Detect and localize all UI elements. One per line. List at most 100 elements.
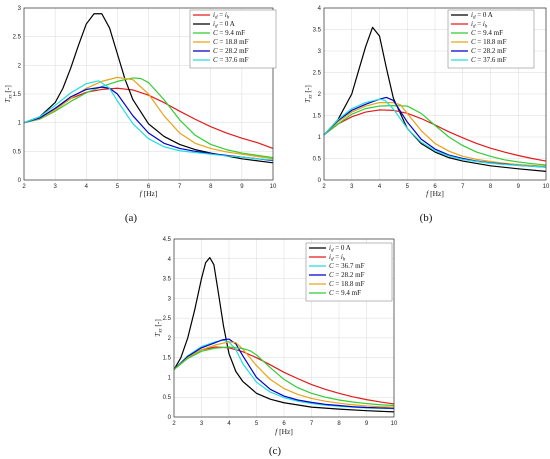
legend-var: i xyxy=(213,20,215,28)
legend-text: = xyxy=(217,11,224,19)
series-line-6 xyxy=(23,80,274,161)
legend-entry: id = 0 A xyxy=(329,244,351,254)
x-tick-label: 5 xyxy=(116,184,120,190)
series-line-2 xyxy=(23,13,274,164)
legend-var: i xyxy=(225,11,227,19)
y-tick-label: 2.5 xyxy=(313,71,322,77)
x-tick-label: 2 xyxy=(172,421,176,427)
y-tick-label: 1 xyxy=(168,375,172,381)
x-tick-label: 4 xyxy=(85,184,89,190)
x-tick-label: 3 xyxy=(53,184,57,190)
x-tick-label: 9 xyxy=(517,184,521,190)
legend-var: C xyxy=(329,271,334,279)
x-tick-label: 6 xyxy=(147,184,151,190)
x-axis-label: f [Hz] xyxy=(140,189,158,198)
y-tick-label: 1 xyxy=(18,121,22,127)
legend-entry: C = 37.6 mF xyxy=(471,56,507,64)
y-axis-unit: [-] xyxy=(3,85,12,94)
legend: id = 0 Aid = ihC = 9.4 mFC = 18.8 mFC = … xyxy=(447,9,535,69)
legend-sub: h xyxy=(343,258,346,263)
x-tick-label: 9 xyxy=(365,421,369,427)
plot-frame xyxy=(173,238,395,418)
legend-var: C xyxy=(329,262,334,270)
legend-entry: C = 9.4 mF xyxy=(213,29,245,37)
y-tick-label: 0.5 xyxy=(13,149,22,155)
y-tick-label: 4.5 xyxy=(163,237,172,243)
y-tick-label: 3 xyxy=(168,296,172,302)
legend-text: = 28.2 mF xyxy=(476,47,507,55)
legend-text: = 9.4 mF xyxy=(218,29,245,37)
legend-text: = 0 A xyxy=(475,11,492,19)
series-line-2 xyxy=(173,346,395,405)
y-tick-label: 2 xyxy=(318,92,322,98)
series-line-4 xyxy=(23,76,274,160)
legend-var: C xyxy=(329,280,334,288)
y-tick-label: 2 xyxy=(168,336,172,342)
legend-var: C xyxy=(329,289,334,297)
legend-entry: id = ih xyxy=(329,253,346,263)
series-line-6 xyxy=(173,346,395,407)
legend-entry: C = 18.8 mF xyxy=(213,38,249,46)
legend-text: = 0 A xyxy=(217,20,234,28)
y-tick-label: 0.5 xyxy=(313,157,322,163)
legend-box xyxy=(189,9,277,69)
x-tick-label: 3 xyxy=(200,421,204,427)
legend-var: C xyxy=(471,38,476,46)
y-tick-label: 2.5 xyxy=(163,316,172,322)
legend-var: C xyxy=(213,56,218,64)
y-tick-label: 4 xyxy=(318,6,322,12)
x-tick-label: 8 xyxy=(209,184,213,190)
x-axis-var: f xyxy=(140,189,143,198)
legend-sub: h xyxy=(227,16,230,21)
legend-text: = 28.2 mF xyxy=(218,47,249,55)
x-tick-label: 7 xyxy=(178,184,182,190)
panel-label: (a) xyxy=(125,212,138,224)
legend-entry: C = 9.4 mF xyxy=(471,29,503,37)
y-tick-label: 4 xyxy=(168,257,172,263)
y-tick-label: 2 xyxy=(18,63,22,69)
legend-entry: C = 18.8 mF xyxy=(471,38,507,46)
legend-sub: d xyxy=(473,25,476,30)
y-axis-label: Txz [-] xyxy=(303,85,314,103)
legend-text: = 9.4 mF xyxy=(334,289,361,297)
x-tick-label: 10 xyxy=(270,184,277,190)
x-tick-label: 10 xyxy=(391,421,398,427)
legend-var: C xyxy=(471,56,476,64)
legend-sub: d xyxy=(331,249,334,254)
y-axis-var: T xyxy=(3,98,12,103)
legend-entry: C = 28.2 mF xyxy=(213,47,249,55)
legend-text: = 28.2 mF xyxy=(334,271,365,279)
legend-var: C xyxy=(213,38,218,46)
x-tick-label: 3 xyxy=(350,184,354,190)
legend-sub: d xyxy=(331,258,334,263)
x-tick-label: 5 xyxy=(406,184,410,190)
y-axis-unit: [-] xyxy=(303,85,312,94)
x-tick-label: 2 xyxy=(322,184,326,190)
x-tick-label: 10 xyxy=(543,184,550,190)
plot-frame xyxy=(323,7,547,181)
legend-text: = 0 A xyxy=(333,244,350,252)
y-tick-label: 3.5 xyxy=(163,277,172,283)
x-tick-label: 5 xyxy=(255,421,259,427)
legend-sub: h xyxy=(485,25,488,30)
x-axis-label: f [Hz] xyxy=(275,427,293,436)
y-tick-label: 0 xyxy=(318,178,322,184)
legend-entry: C = 28.2 mF xyxy=(471,47,507,55)
x-tick-label: 9 xyxy=(240,184,244,190)
x-tick-label: 2 xyxy=(22,184,26,190)
x-axis-unit: [Hz] xyxy=(142,189,158,198)
legend-text: = 37.6 mF xyxy=(476,56,507,64)
x-axis-var: f xyxy=(275,427,278,436)
series-line-4 xyxy=(173,338,395,409)
series-line-5 xyxy=(173,341,395,408)
legend-box xyxy=(447,9,535,69)
y-tick-label: 3 xyxy=(18,6,22,12)
y-tick-label: 1.5 xyxy=(13,92,22,98)
legend-text: = 18.8 mF xyxy=(476,38,507,46)
legend-var: C xyxy=(471,29,476,37)
legend-text: = 36.7 mF xyxy=(334,262,365,270)
y-axis-sub: xz xyxy=(159,328,164,333)
